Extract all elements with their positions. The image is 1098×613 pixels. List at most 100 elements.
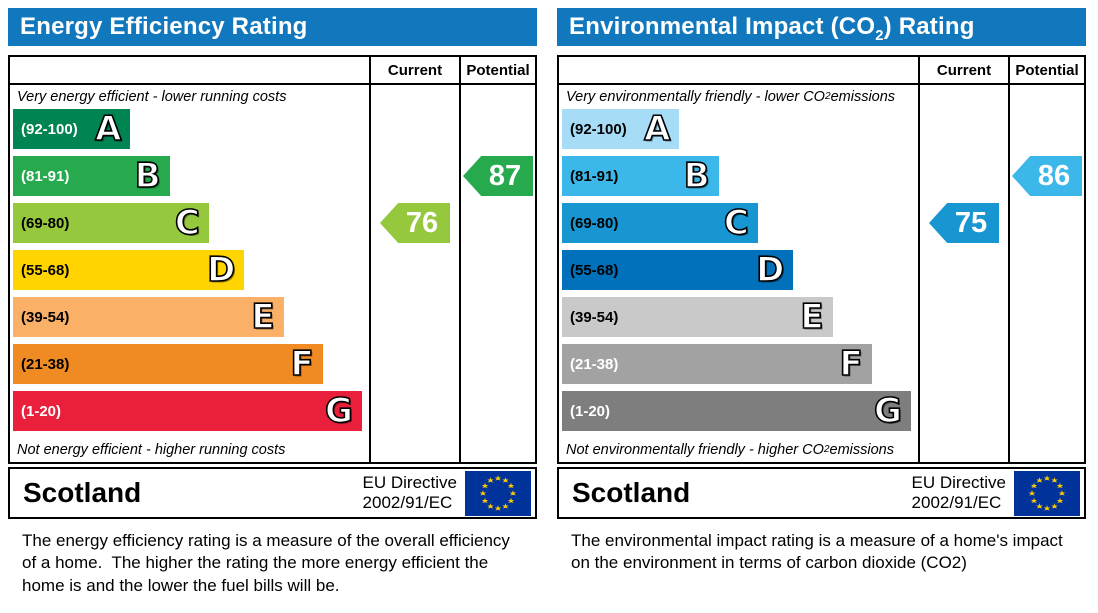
bands-column: Very environmentally friendly - lower CO… — [559, 85, 918, 462]
current-rating-value: 75 — [954, 206, 988, 239]
band-letter: C — [174, 203, 201, 243]
top-note: Very energy efficient - lower running co… — [17, 89, 287, 105]
band-letter: B — [134, 156, 162, 196]
environmental-impact-title: Environmental Impact (CO2) Rating — [569, 13, 975, 44]
band-row-b: (81-91) B — [13, 156, 369, 203]
band-range-label: (81-91) — [570, 167, 619, 185]
band-range-label: (1-20) — [570, 402, 611, 420]
current-column: 75 — [918, 85, 1008, 462]
bottom-note: Not environmentally friendly - higher CO… — [566, 442, 894, 458]
band-bar-f: (21-38) F — [562, 344, 872, 384]
header-spacer — [10, 57, 369, 83]
band-bar-d: (55-68) D — [13, 250, 245, 290]
eu-directive-label: EU Directive 2002/91/EC — [362, 472, 457, 512]
band-row-d: (55-68) D — [562, 250, 918, 297]
band-letter: A — [94, 109, 122, 149]
band-row-a: (92-100) A — [13, 109, 369, 156]
energy-efficiency-title-bar: Energy Efficiency Rating — [8, 8, 537, 46]
band-row-b: (81-91) B — [562, 156, 918, 203]
band-row-a: (92-100) A — [562, 109, 918, 156]
environmental-impact-panel: Environmental Impact (CO2) Rating Curren… — [549, 0, 1098, 613]
potential-column-header: Potential — [459, 57, 535, 83]
bands-column: Very energy efficient - lower running co… — [10, 85, 369, 462]
band-letter: G — [873, 391, 903, 431]
band-range-label: (55-68) — [21, 261, 70, 279]
current-column-header: Current — [369, 57, 459, 83]
energy-efficiency-title: Energy Efficiency Rating — [20, 13, 308, 40]
band-letter: E — [800, 297, 825, 337]
band-letter: A — [643, 109, 671, 149]
band-row-g: (1-20) G — [562, 391, 918, 438]
table-header: Current Potential — [559, 57, 1084, 85]
band-range-label: (1-20) — [21, 402, 62, 420]
band-row-d: (55-68) D — [13, 250, 369, 297]
region-label: Scotland — [572, 477, 691, 508]
band-letter: B — [683, 156, 711, 196]
region-label: Scotland — [23, 477, 142, 508]
eu-directive-label: EU Directive 2002/91/EC — [911, 472, 1006, 512]
band-row-f: (21-38) F — [562, 344, 918, 391]
band-letter: F — [290, 344, 315, 384]
eu-flag-icon — [465, 470, 531, 516]
band-bar-g: (1-20) G — [13, 391, 362, 431]
band-range-label: (69-80) — [21, 214, 70, 232]
bottom-note: Not energy efficient - higher running co… — [17, 442, 286, 458]
environmental-impact-table: Current Potential Very environmentally f… — [557, 55, 1086, 464]
top-note: Very environmentally friendly - lower CO… — [566, 89, 896, 105]
band-letter: E — [251, 297, 276, 337]
band-range-label: (55-68) — [570, 261, 619, 279]
footer-box: Scotland EU Directive 2002/91/EC — [557, 467, 1086, 519]
potential-column-header: Potential — [1008, 57, 1084, 83]
band-letter: C — [723, 203, 750, 243]
band-bar-e: (39-54) E — [562, 297, 833, 337]
band-bar-b: (81-91) B — [13, 156, 170, 196]
energy-efficiency-description: The energy efficiency rating is a measur… — [22, 531, 515, 595]
current-rating-value: 76 — [405, 206, 439, 239]
band-range-label: (81-91) — [21, 167, 70, 185]
band-letter: D — [206, 250, 236, 290]
potential-rating-value: 87 — [488, 159, 522, 192]
current-rating-arrow: 75 — [929, 203, 999, 243]
band-row-c: (69-80) C — [562, 203, 918, 250]
chart-body: Very environmentally friendly - lower CO… — [559, 85, 1084, 462]
environmental-impact-description: The environmental impact rating is a mea… — [571, 531, 1068, 573]
band-bar-g: (1-20) G — [562, 391, 911, 431]
current-rating-arrow: 76 — [380, 203, 450, 243]
band-letter: F — [839, 344, 864, 384]
environmental-impact-title-bar: Environmental Impact (CO2) Rating — [557, 8, 1086, 46]
band-bar-e: (39-54) E — [13, 297, 284, 337]
band-row-c: (69-80) C — [13, 203, 369, 250]
footer-box: Scotland EU Directive 2002/91/EC — [8, 467, 537, 519]
band-range-label: (92-100) — [570, 120, 627, 138]
current-column-header: Current — [918, 57, 1008, 83]
potential-rating-value: 86 — [1037, 159, 1071, 192]
band-bar-c: (69-80) C — [562, 203, 758, 243]
band-row-g: (1-20) G — [13, 391, 369, 438]
band-bar-b: (81-91) B — [562, 156, 719, 196]
band-range-label: (39-54) — [570, 308, 619, 326]
band-range-label: (92-100) — [21, 120, 78, 138]
band-letter: G — [324, 391, 354, 431]
energy-efficiency-table: Current Potential Very energy efficient … — [8, 55, 537, 464]
band-letter: D — [755, 250, 785, 290]
band-range-label: (21-38) — [21, 355, 70, 373]
chart-body: Very energy efficient - lower running co… — [10, 85, 535, 462]
bands: (92-100) A (81-91) B (69-80) C — [559, 109, 918, 438]
band-range-label: (21-38) — [570, 355, 619, 373]
potential-column: 87 — [459, 85, 535, 462]
band-bar-c: (69-80) C — [13, 203, 209, 243]
potential-rating-arrow: 86 — [1012, 156, 1082, 196]
band-bar-d: (55-68) D — [562, 250, 794, 290]
band-bar-a: (92-100) A — [562, 109, 680, 149]
table-header: Current Potential — [10, 57, 535, 85]
band-row-e: (39-54) E — [562, 297, 918, 344]
eu-flag-icon — [1014, 470, 1080, 516]
potential-rating-arrow: 87 — [463, 156, 533, 196]
band-row-f: (21-38) F — [13, 344, 369, 391]
band-bar-a: (92-100) A — [13, 109, 131, 149]
header-spacer — [559, 57, 918, 83]
band-range-label: (69-80) — [570, 214, 619, 232]
band-row-e: (39-54) E — [13, 297, 369, 344]
bands: (92-100) A (81-91) B (69-80) C — [10, 109, 369, 438]
potential-column: 86 — [1008, 85, 1084, 462]
